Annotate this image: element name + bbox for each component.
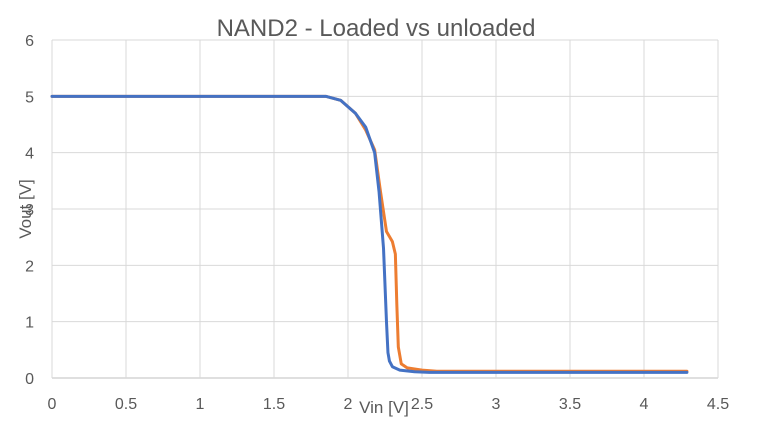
tick-labels: 0 1 2 3 4 5 6 0 0.5 1 1.5 2 2.5 3 3.5 4 4.5 bbox=[25, 33, 729, 413]
x-tick-label: 2 bbox=[344, 396, 353, 413]
y-tick-label: 6 bbox=[25, 33, 34, 50]
x-tick-label: 1 bbox=[196, 396, 205, 413]
y-tick-label: 5 bbox=[25, 89, 34, 106]
x-tick-label: 4 bbox=[640, 396, 649, 413]
y-tick-label: 2 bbox=[25, 258, 34, 275]
x-tick-label: 2.5 bbox=[411, 396, 433, 413]
y-tick-label: 1 bbox=[25, 315, 34, 332]
x-tick-label: 3 bbox=[492, 396, 501, 413]
y-tick-label: 4 bbox=[25, 146, 34, 163]
y-axis-label: Vout [V] bbox=[16, 179, 35, 239]
series-line-2 bbox=[50, 94, 689, 374]
y-tick-label: 0 bbox=[25, 371, 34, 388]
y-tick-label: 3 bbox=[25, 202, 34, 219]
chart-title: NAND2 - Loaded vs unloaded bbox=[217, 15, 536, 42]
x-axis-label: Vin [V] bbox=[359, 398, 409, 417]
grid bbox=[51, 39, 719, 379]
x-tick-label: 3.5 bbox=[559, 396, 581, 413]
x-tick-label: 4.5 bbox=[707, 396, 729, 413]
x-tick-label: 0.5 bbox=[115, 396, 137, 413]
x-tick-label: 0 bbox=[48, 396, 57, 413]
series-layer bbox=[50, 94, 689, 374]
x-tick-label: 1.5 bbox=[263, 396, 285, 413]
